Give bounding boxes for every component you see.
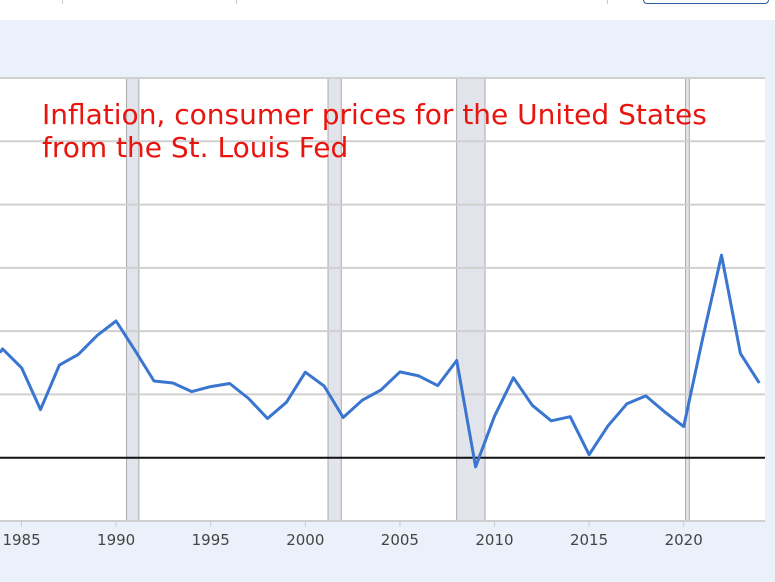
x-tick-label: 2020	[665, 531, 703, 549]
toolbar-divider	[607, 0, 608, 4]
x-tick-label: 2000	[286, 531, 324, 549]
top-toolbar	[0, 0, 775, 20]
series-line	[0, 253, 761, 469]
recession-band	[126, 78, 139, 521]
x-tick-label: 1985	[2, 531, 40, 549]
x-tick-label: 2015	[570, 531, 608, 549]
x-tick-label: 2010	[475, 531, 513, 549]
toolbar-divider	[62, 0, 63, 4]
toolbar-divider	[236, 0, 237, 4]
recession-band	[685, 78, 690, 521]
x-tick-label: 2005	[381, 531, 419, 549]
x-tick-label: 1990	[97, 531, 135, 549]
chart-title: Inflation, consumer prices for the Unite…	[42, 98, 707, 164]
x-tick-label: 1995	[192, 531, 230, 549]
